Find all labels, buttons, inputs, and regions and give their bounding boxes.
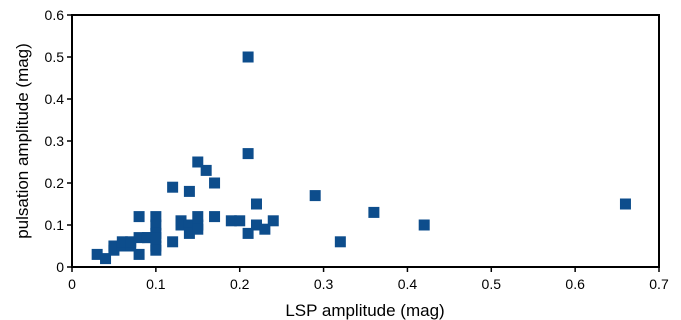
x-tick-label: 0.4 xyxy=(398,276,418,292)
data-point xyxy=(242,227,254,239)
data-point xyxy=(133,232,145,244)
y-tick-label: 0.1 xyxy=(45,217,65,233)
data-point xyxy=(167,181,179,193)
data-point xyxy=(192,211,204,223)
data-point xyxy=(100,253,112,265)
data-point xyxy=(200,164,212,176)
data-point xyxy=(116,236,128,248)
x-tick-label: 0.7 xyxy=(649,276,669,292)
y-tick-label: 0.2 xyxy=(45,175,65,191)
x-tick-label: 0.6 xyxy=(565,276,585,292)
y-tick-label: 0.3 xyxy=(45,133,65,149)
data-point xyxy=(250,198,262,210)
data-point xyxy=(150,244,162,256)
data-point xyxy=(125,236,137,248)
y-tick-label: 0.6 xyxy=(45,7,65,23)
data-point xyxy=(183,219,195,231)
data-point xyxy=(133,211,145,223)
data-point xyxy=(141,232,153,244)
data-point xyxy=(175,219,187,231)
y-axis-title: pulsation amplitude (mag) xyxy=(13,43,32,239)
data-point xyxy=(242,148,254,160)
y-tick-label: 0 xyxy=(56,259,64,275)
data-point xyxy=(150,232,162,244)
data-point xyxy=(167,236,179,248)
x-tick-label: 0.1 xyxy=(146,276,166,292)
data-point xyxy=(309,190,321,202)
data-point xyxy=(183,185,195,197)
x-tick-label: 0.3 xyxy=(314,276,334,292)
data-point xyxy=(133,248,145,260)
data-point xyxy=(209,177,221,189)
data-point xyxy=(183,227,195,239)
ticks-layer: 0 0.1 0.2 0.3 0.4 0.5 0.6 0.7 0 0.1 0.2 0.3 0.4 0.5 0.… xyxy=(45,7,669,292)
y-tick-label: 0.4 xyxy=(45,91,65,107)
data-point xyxy=(242,51,254,63)
x-axis-title: LSP amplitude (mag) xyxy=(285,301,444,320)
data-point xyxy=(267,215,279,227)
data-point xyxy=(225,215,237,227)
data-point xyxy=(418,219,430,231)
data-point xyxy=(368,206,380,218)
y-tick-label: 0.5 xyxy=(45,49,65,65)
data-point xyxy=(192,223,204,235)
data-point xyxy=(192,156,204,168)
data-point xyxy=(619,198,631,210)
data-points xyxy=(91,51,631,265)
data-point xyxy=(150,211,162,223)
data-point xyxy=(250,219,262,231)
x-tick-label: 0.2 xyxy=(230,276,250,292)
data-point xyxy=(259,223,271,235)
x-tick-label: 0 xyxy=(68,276,76,292)
data-point xyxy=(150,219,162,231)
data-point xyxy=(234,215,246,227)
data-point xyxy=(334,236,346,248)
data-point xyxy=(209,211,221,223)
x-tick-label: 0.5 xyxy=(482,276,502,292)
data-point xyxy=(108,240,120,252)
data-point xyxy=(91,248,103,260)
